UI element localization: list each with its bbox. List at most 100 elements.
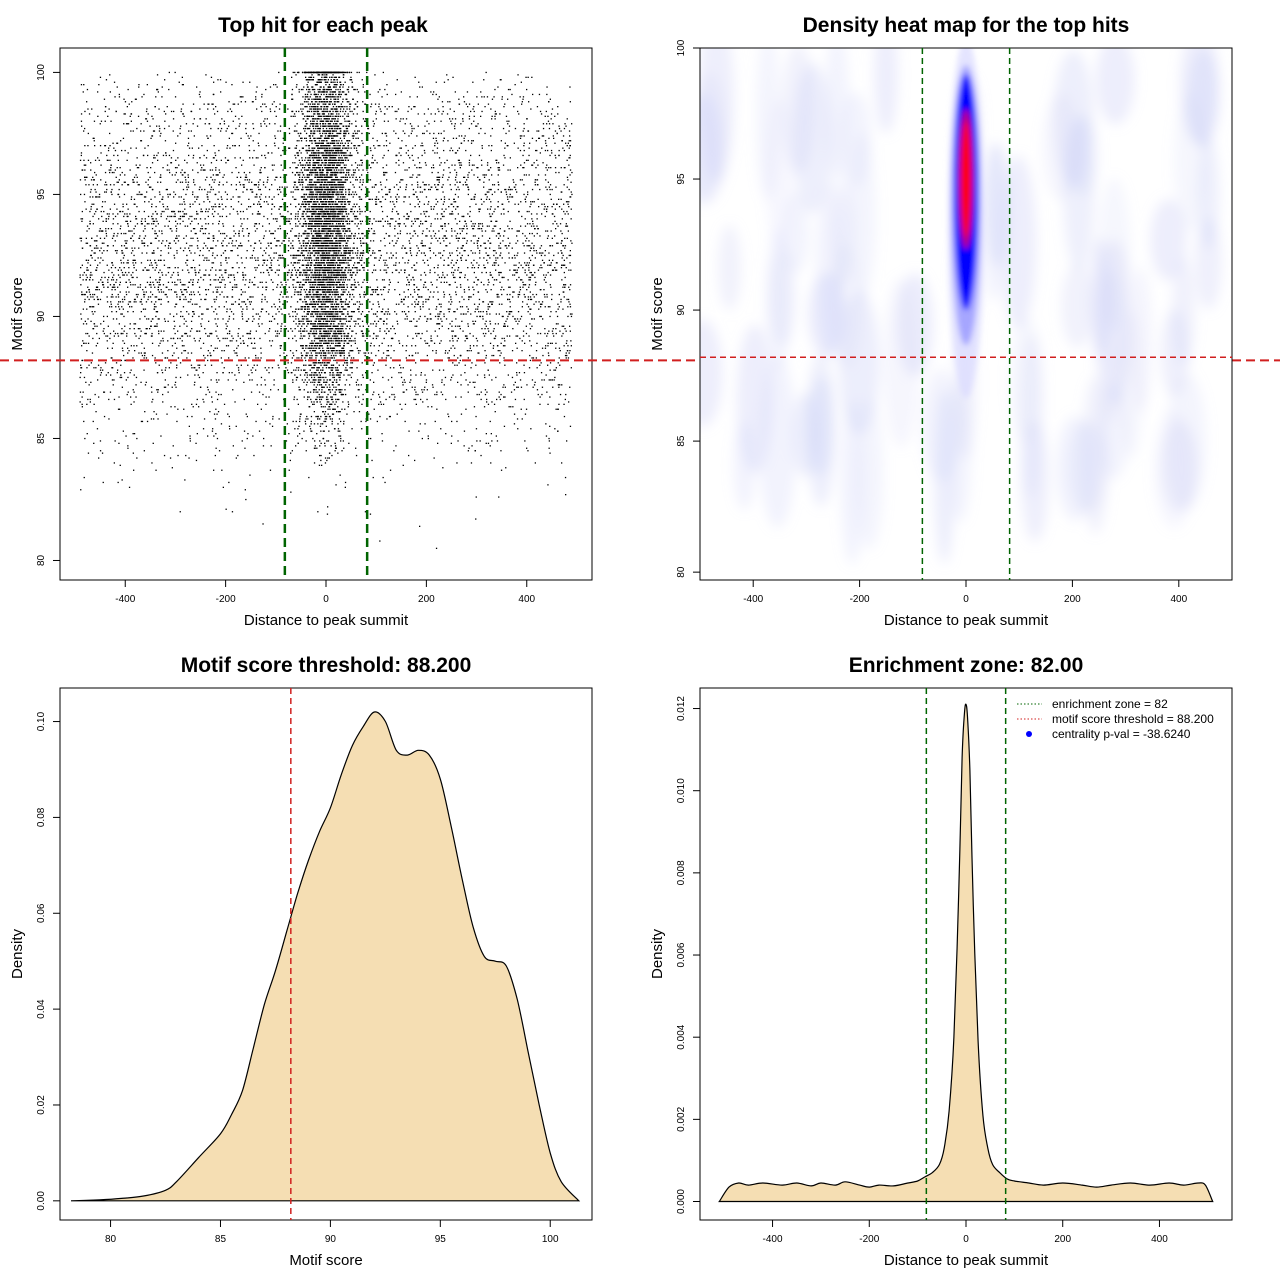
scatter-point — [105, 232, 107, 235]
scatter-point — [432, 386, 434, 388]
scatter-point — [371, 223, 373, 225]
scatter-point — [375, 269, 377, 271]
scatter-point — [411, 130, 413, 132]
scatter-point — [535, 250, 537, 252]
scatter-point — [454, 218, 457, 220]
scatter-point — [487, 303, 489, 305]
scatter-point — [109, 91, 111, 93]
scatter-point — [461, 215, 463, 218]
scatter-point — [509, 335, 511, 337]
scatter-point — [226, 127, 228, 130]
scatter-point — [269, 110, 272, 113]
scatter-point — [395, 118, 397, 120]
scatter-point — [485, 357, 487, 359]
scatter-point — [280, 325, 282, 327]
scatter-point — [314, 347, 316, 349]
scatter-point — [422, 303, 424, 305]
scatter-point — [206, 247, 209, 249]
scatter-point — [468, 447, 470, 449]
scatter-point — [480, 311, 482, 313]
scatter-point — [407, 215, 409, 218]
scatter-point — [255, 357, 257, 359]
scatter-point — [492, 284, 495, 286]
scatter-point — [495, 225, 497, 227]
scatter-point — [396, 210, 398, 213]
scatter-point — [428, 296, 431, 298]
scatter-point — [419, 201, 421, 203]
scatter-point — [368, 230, 371, 232]
scatter-point — [267, 176, 269, 178]
scatter-point — [528, 240, 530, 242]
scatter-point — [142, 289, 144, 291]
scatter-point — [107, 159, 109, 161]
scatter-point — [433, 167, 435, 169]
scatter-point — [570, 181, 572, 183]
scatter-point — [385, 364, 387, 366]
scatter-point — [157, 391, 159, 393]
scatter-point — [120, 376, 123, 379]
scatter-point — [533, 296, 535, 298]
scatter-point — [274, 135, 276, 137]
scatter-point — [415, 298, 418, 301]
scatter-point — [285, 281, 287, 283]
scatter-point — [162, 337, 164, 340]
scatter-point — [517, 323, 519, 325]
scatter-point — [410, 225, 413, 227]
scatter-point — [240, 306, 242, 308]
scatter-point — [438, 181, 440, 183]
scatter-point — [102, 259, 104, 261]
scatter-point — [90, 271, 92, 274]
scatter-point — [271, 203, 273, 205]
scatter-point — [103, 210, 105, 213]
scatter-point — [140, 420, 143, 423]
scatter-point — [263, 262, 265, 264]
scatter-point — [473, 164, 475, 166]
scatter-point — [424, 245, 426, 247]
scatter-point — [362, 393, 364, 396]
scatter-point — [473, 386, 476, 388]
scatter-point — [280, 281, 282, 283]
scatter-point — [461, 306, 464, 308]
scatter-point — [328, 220, 330, 222]
scatter-point — [406, 318, 408, 320]
scatter-point — [364, 103, 366, 105]
scatter-point — [400, 154, 402, 157]
scatter-point — [375, 354, 377, 357]
scatter-point — [504, 103, 506, 105]
scatter-point — [202, 372, 204, 374]
scatter-point — [332, 184, 334, 186]
scatter-point — [385, 311, 387, 313]
scatter-point — [154, 157, 156, 159]
scatter-point — [437, 264, 439, 266]
scatter-point — [379, 257, 381, 259]
scatter-point — [121, 171, 123, 174]
scatter-point — [518, 113, 520, 115]
scatter-point — [87, 332, 89, 335]
scatter-point — [151, 252, 153, 254]
scatter-point — [208, 391, 211, 393]
scatter-point — [181, 335, 184, 337]
scatter-point — [279, 188, 281, 191]
scatter-point — [484, 267, 486, 269]
scatter-point — [217, 213, 219, 215]
scatter-point — [174, 213, 176, 215]
scatter-point — [546, 296, 548, 298]
scatter-point — [499, 254, 501, 257]
scatter-point — [113, 379, 115, 381]
scatter-point — [464, 237, 466, 239]
scatter-point — [406, 315, 408, 318]
scatter-point — [346, 413, 348, 415]
scatter-point — [428, 188, 430, 191]
scatter-point — [340, 142, 342, 144]
scatter-point — [254, 242, 256, 244]
scatter-point — [544, 206, 546, 208]
scatter-point — [189, 335, 191, 337]
scatter-point — [376, 279, 378, 281]
scatter-point — [387, 379, 390, 381]
scatter-point — [498, 162, 500, 164]
scatter-point — [281, 242, 283, 244]
scatter-point — [428, 308, 430, 310]
scatter-point — [558, 206, 561, 208]
scatter-point — [151, 203, 153, 205]
scatter-point — [121, 271, 124, 274]
